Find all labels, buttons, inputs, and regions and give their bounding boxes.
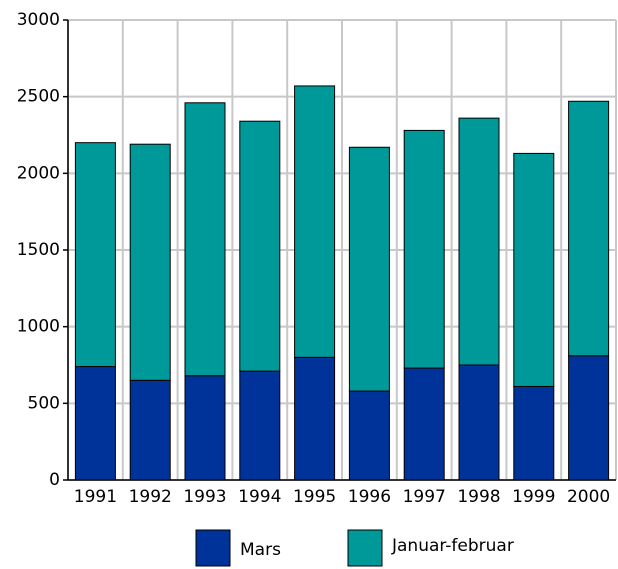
bar-segment (568, 100, 610, 357)
y-tick-label: 1000 (17, 317, 60, 337)
x-tick-label: 1997 (403, 487, 446, 507)
bar-segment (513, 385, 555, 481)
y-tick-label: 0 (49, 470, 60, 490)
bar-segment (458, 117, 500, 366)
x-tick-label: 1994 (238, 487, 281, 507)
bar-segment (74, 366, 116, 481)
bar-segment (294, 356, 336, 481)
legend-swatch (195, 529, 231, 567)
legend-swatch (347, 529, 383, 567)
x-tick-label: 1996 (348, 487, 391, 507)
y-tick-label: 3000 (17, 10, 60, 30)
bar-segment (184, 375, 226, 481)
x-tick-label: 1995 (293, 487, 336, 507)
bar-segment (513, 152, 555, 387)
bar-segment (568, 355, 610, 481)
bar-segment (348, 390, 390, 481)
bar-segment (239, 120, 281, 372)
y-tick-label: 1500 (17, 240, 60, 260)
bar-segment (239, 370, 281, 481)
y-tick-label: 2500 (17, 87, 60, 107)
bar-segment (403, 129, 445, 369)
y-tick-label: 2000 (17, 163, 60, 183)
bar-segment (348, 146, 390, 392)
x-tick-label: 1992 (129, 487, 172, 507)
x-tick-label: 2000 (567, 487, 610, 507)
legend-label: Mars (240, 540, 281, 560)
bar-segment (129, 379, 171, 481)
legend-label: Januar-februar (391, 536, 514, 556)
x-tick-label: 1999 (512, 487, 555, 507)
x-tick-label: 1993 (183, 487, 226, 507)
bar-segment (458, 364, 500, 481)
x-tick-label: 1998 (457, 487, 500, 507)
bar-segment (294, 85, 336, 358)
bar-segment (129, 143, 171, 381)
bar-segment (184, 102, 226, 377)
bar-segment (403, 367, 445, 481)
bar-segment (74, 142, 116, 368)
y-tick-label: 500 (28, 393, 60, 413)
x-tick-label: 1991 (74, 487, 117, 507)
